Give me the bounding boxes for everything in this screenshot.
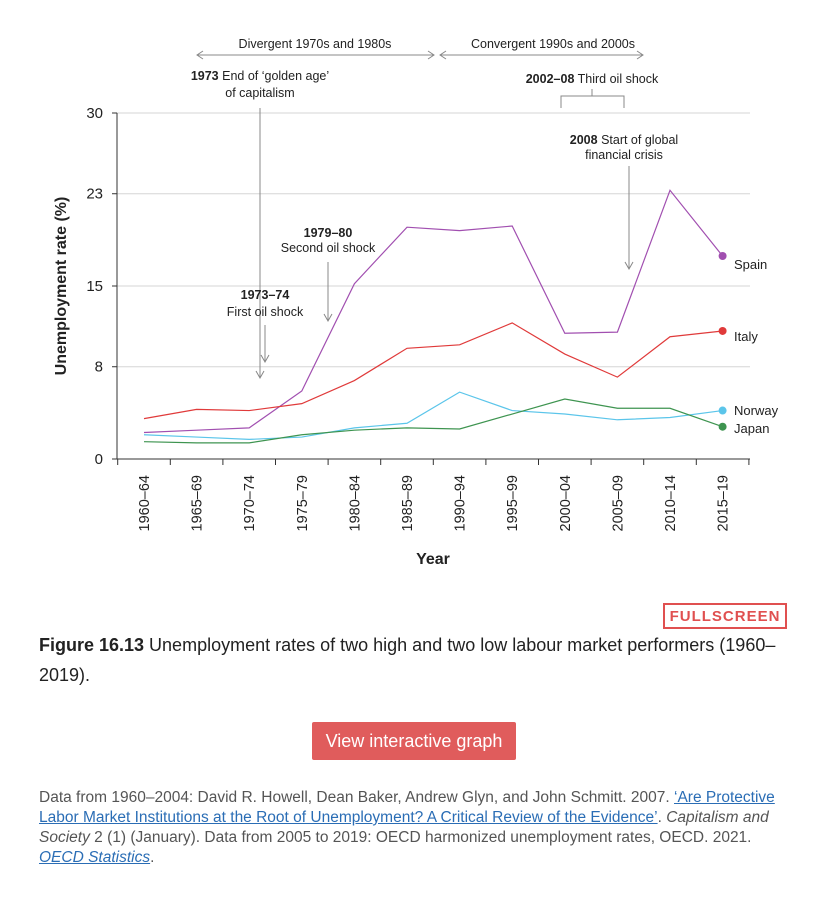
series-line-norway: [143, 391, 723, 440]
annotation-1973-line2: of capitalism: [225, 86, 294, 100]
annotation-2008-line1: 2008 Start of global: [570, 133, 678, 147]
annotation-1979-80-line2: Second oil shock: [281, 241, 376, 255]
y-tick-label: 23: [86, 186, 103, 203]
annotation-2008-arrow-head: [624, 261, 634, 271]
annotation-2008-line1-bold: 2008: [570, 133, 598, 147]
series-end-marker-spain: [718, 252, 727, 261]
x-tick-label: 2000–04: [558, 475, 574, 531]
x-tick-label: 2015–19: [716, 475, 732, 531]
x-tick-label: 1980–84: [347, 475, 363, 531]
annotation-2002-08-rest: Third oil shock: [574, 72, 659, 86]
chart: 0 8 15 23 30 1960–64 1965–69 1970–74 1975–79 1980…: [53, 37, 779, 568]
source-journal: Capitalism and Society: [39, 809, 769, 846]
annotation-1973-line1-rest: End of ‘golden age’: [219, 69, 330, 83]
x-tick-label: 2005–09: [610, 475, 626, 531]
source-link-oecd[interactable]: OECD Statistics: [39, 849, 150, 866]
annotation-1973-74-arrow-head: [260, 354, 270, 364]
annotation-1973-line1-bold: 1973: [191, 69, 219, 83]
source-link-article[interactable]: ‘Are Protective Labor Market Institution…: [39, 789, 775, 826]
series-line-japan: [143, 398, 723, 444]
y-tick-label: 15: [86, 278, 103, 295]
annotation-1979-80-arrow-head: [323, 313, 333, 323]
period-arrow-divergent-head-left: [196, 50, 204, 60]
x-tick-label: 1995–99: [505, 475, 521, 531]
figure-caption-text: Unemployment rates of two high and two l…: [39, 635, 776, 685]
series-end-marker-norway: [718, 406, 727, 415]
series-label-japan: Japan: [734, 421, 769, 436]
fullscreen-button[interactable]: FULLSCREEN: [663, 603, 787, 629]
period-label-divergent: Divergent 1970s and 1980s: [239, 37, 392, 51]
source-text-1: Data from 1960–2004: David R. Howell, De…: [39, 789, 674, 806]
annotation-1973-74-line1-bold: 1973–74: [241, 288, 290, 302]
view-interactive-graph-button[interactable]: View interactive graph: [312, 722, 516, 760]
series-end-marker-japan: [718, 422, 727, 431]
annotation-1973-line1: 1973 End of ‘golden age’: [191, 69, 329, 83]
annotation-1973-arrow-head: [255, 370, 265, 380]
x-tick-label: 1970–74: [242, 475, 258, 531]
period-label-convergent: Convergent 1990s and 2000s: [471, 37, 635, 51]
annotation-1979-80-line1-bold: 1979–80: [304, 226, 353, 240]
figure-label: Figure 16.13: [39, 635, 145, 655]
source-note: Data from 1960–2004: David R. Howell, De…: [39, 788, 779, 868]
series-label-norway: Norway: [734, 403, 779, 418]
chart-svg: 0 8 15 23 30 1960–64 1965–69 1970–74 1975–79 1980…: [53, 37, 779, 568]
annotation-1973-74-line1: 1973–74: [241, 288, 290, 302]
x-axis-title: Year: [416, 551, 450, 568]
figure-caption: Figure 16.13 Unemployment rates of two h…: [39, 630, 779, 690]
source-text-3: 2 (1) (January). Data from 2005 to 2019:…: [89, 829, 752, 846]
period-arrow-convergent-head-left: [439, 50, 447, 60]
annotation-2008-line1-rest: Start of global: [598, 133, 679, 147]
series-label-spain: Spain: [734, 257, 767, 272]
source-text-4: .: [150, 849, 155, 866]
annotation-2008-line2: financial crisis: [585, 148, 663, 162]
annotation-1979-80-line1: 1979–80: [304, 226, 353, 240]
y-axis-title: Unemployment rate (%): [53, 197, 70, 376]
x-tick-label: 2010–14: [663, 475, 679, 531]
series-end-marker-italy: [718, 326, 727, 335]
period-arrow-convergent-head-right: [636, 50, 644, 60]
annotation-2002-08-bold: 2002–08: [526, 72, 575, 86]
annotation-2002-08: 2002–08 Third oil shock: [526, 72, 659, 86]
x-tick-label: 1975–79: [295, 475, 311, 531]
series-label-italy: Italy: [734, 329, 758, 344]
y-tick-label: 30: [86, 105, 103, 122]
source-text-2: .: [657, 809, 667, 826]
annotation-1973-74-line2: First oil shock: [227, 305, 304, 319]
period-arrow-divergent-head-right: [427, 50, 435, 60]
annotation-2002-08-bracket: [560, 95, 625, 108]
source-link-oecd-text: OECD Statistics: [39, 849, 151, 866]
x-tick-label: 1960–64: [137, 475, 153, 531]
x-tick-label: 1990–94: [453, 475, 469, 531]
y-tick-label: 0: [95, 451, 103, 468]
y-tick-label: 8: [95, 359, 103, 376]
series-line-spain: [143, 189, 724, 434]
x-tick-label: 1985–89: [400, 475, 416, 531]
series-line-italy: [143, 322, 723, 420]
x-tick-label: 1965–69: [190, 475, 206, 531]
